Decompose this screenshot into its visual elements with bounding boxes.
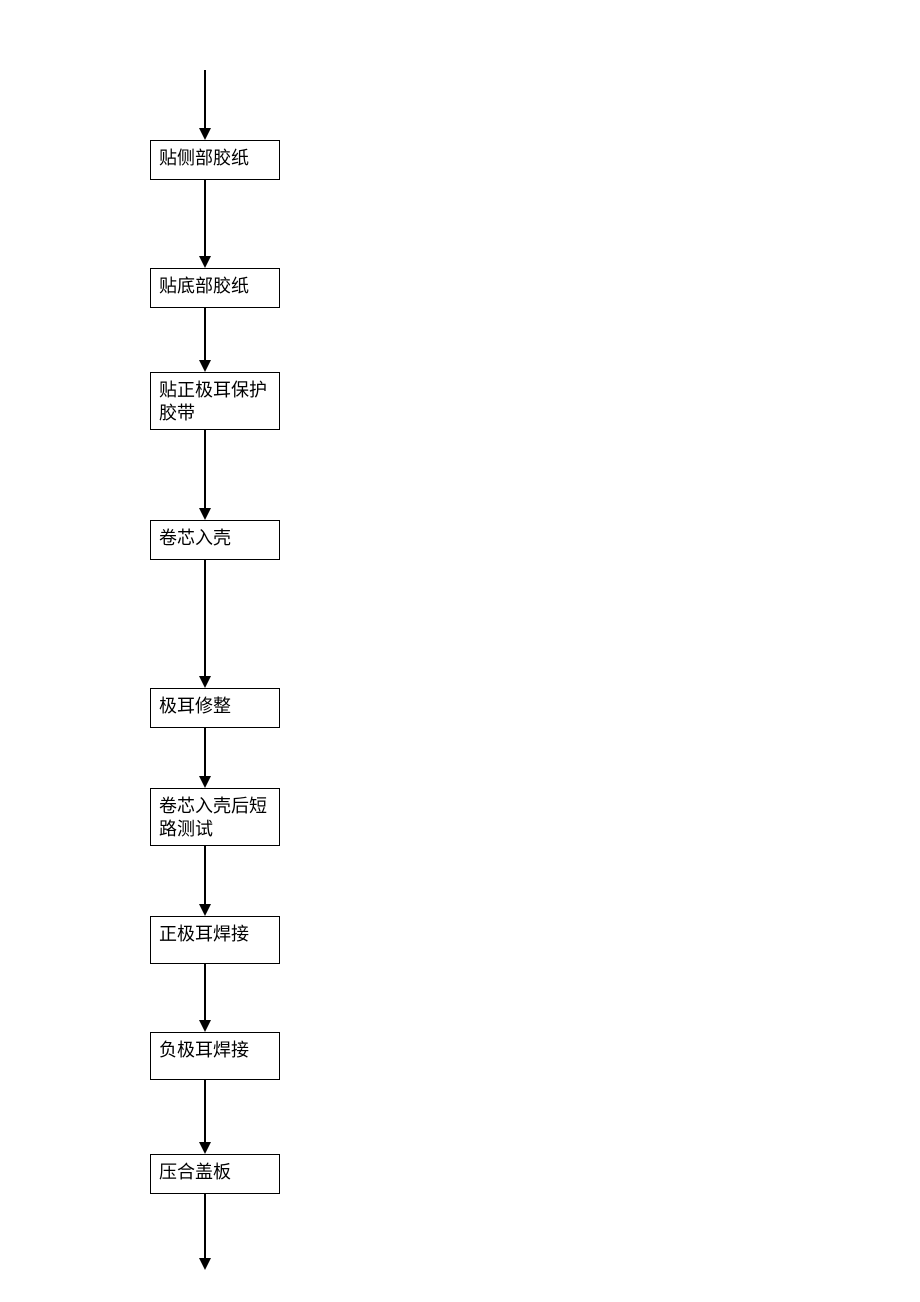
step-node-8: 负极耳焊接 [150, 1032, 280, 1080]
arrow-line [204, 728, 206, 776]
step-node-7: 正极耳焊接 [150, 916, 280, 964]
step-label: 卷芯入壳 [159, 527, 231, 550]
arrow-line [204, 70, 206, 128]
arrow-head [199, 676, 211, 688]
step-label: 卷芯入壳后短路测试 [159, 795, 271, 842]
arrow-line [204, 1080, 206, 1142]
arrow-line [204, 430, 206, 508]
step-node-4: 卷芯入壳 [150, 520, 280, 560]
arrow-head [199, 256, 211, 268]
arrow-head [199, 128, 211, 140]
step-label: 负极耳焊接 [159, 1039, 249, 1062]
step-label: 极耳修整 [159, 695, 231, 718]
step-label: 贴侧部胶纸 [159, 147, 249, 170]
arrow-line [204, 180, 206, 256]
arrow-head [199, 360, 211, 372]
step-label: 压合盖板 [159, 1161, 231, 1184]
arrow-head [199, 904, 211, 916]
arrow-head [199, 1020, 211, 1032]
step-node-9: 压合盖板 [150, 1154, 280, 1194]
step-node-2: 贴底部胶纸 [150, 268, 280, 308]
arrow-line [204, 1194, 206, 1258]
step-node-6: 卷芯入壳后短路测试 [150, 788, 280, 846]
step-node-5: 极耳修整 [150, 688, 280, 728]
step-node-1: 贴侧部胶纸 [150, 140, 280, 180]
step-label: 正极耳焊接 [159, 923, 249, 946]
arrow-head [199, 508, 211, 520]
arrow-head [199, 1258, 211, 1270]
step-label: 贴正极耳保护胶带 [159, 379, 271, 426]
arrow-line [204, 308, 206, 360]
arrow-line [204, 846, 206, 904]
arrow-line [204, 964, 206, 1020]
flowchart-container: 贴侧部胶纸 贴底部胶纸 贴正极耳保护胶带 卷芯入壳 极耳修整 卷芯入壳后短路测试… [0, 0, 920, 1302]
arrow-head [199, 1142, 211, 1154]
step-node-3: 贴正极耳保护胶带 [150, 372, 280, 430]
arrow-head [199, 776, 211, 788]
step-label: 贴底部胶纸 [159, 275, 249, 298]
arrow-line [204, 560, 206, 676]
